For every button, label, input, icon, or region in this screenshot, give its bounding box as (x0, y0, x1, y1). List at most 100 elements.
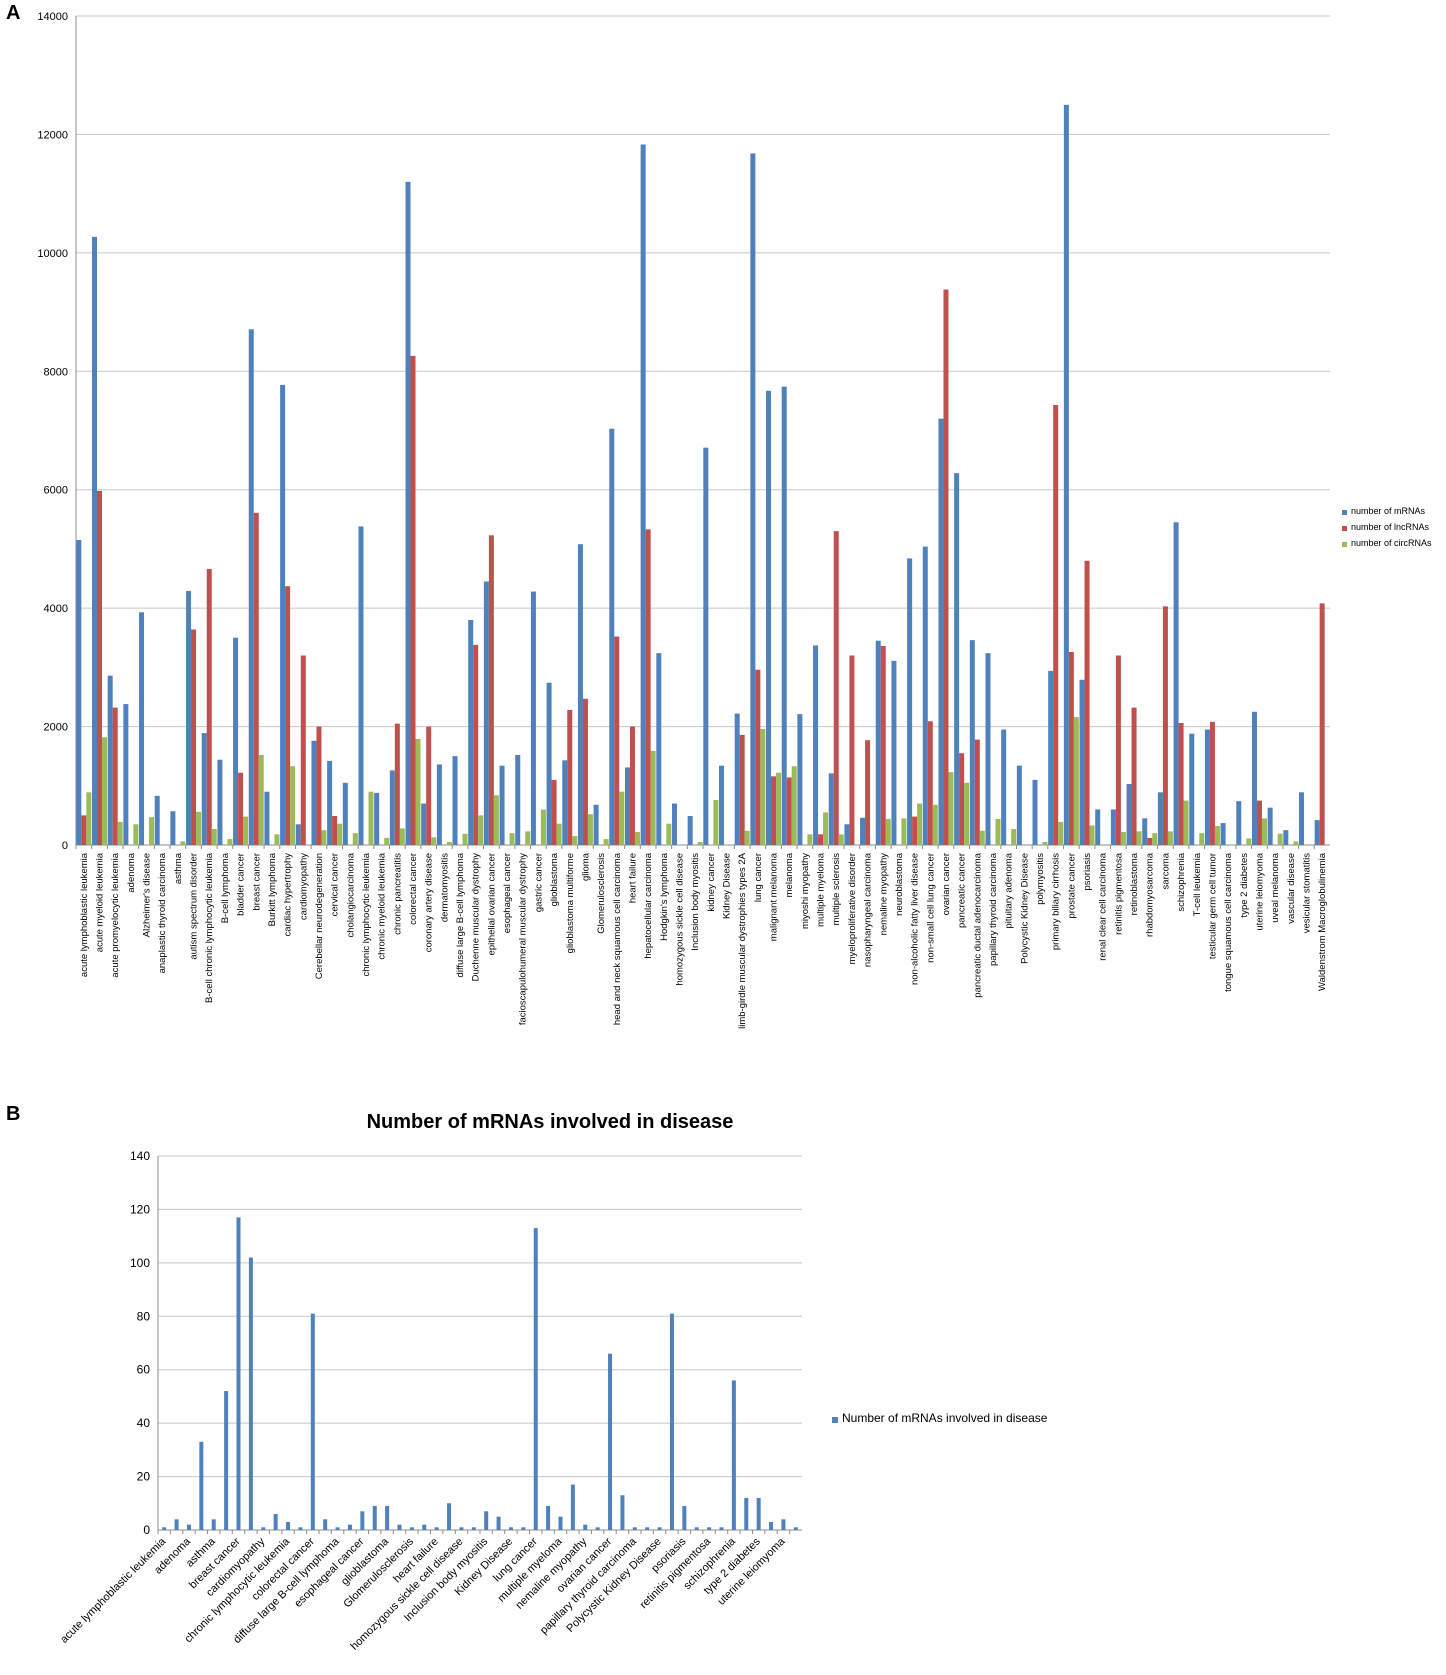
bar-lncrna (1256, 800, 1262, 845)
bar-mrna (595, 1527, 600, 1530)
bar-mrna (694, 1527, 699, 1530)
bar-mrna (766, 390, 772, 845)
bar-mrna (405, 181, 411, 846)
bar-mrna (558, 1516, 563, 1530)
bar-mrna (1204, 729, 1210, 845)
bar-mrna (217, 759, 223, 845)
bar-mrna (577, 544, 583, 845)
category-label: acute lymphoblastic leukemia (58, 1535, 169, 1646)
bar-mrna (248, 329, 254, 846)
bar-lncrna (97, 490, 103, 845)
bar-circrna (556, 823, 562, 845)
category-label: Kidney Disease (722, 853, 733, 919)
bar-lncrna (1209, 721, 1215, 845)
category-label: pituitary adenoma (1004, 852, 1015, 928)
bar-lncrna (912, 816, 918, 845)
bar-mrna (624, 767, 630, 845)
bar-circrna (572, 836, 578, 845)
bar-lncrna (614, 636, 620, 845)
bar-circrna (823, 812, 829, 845)
bar-circrna (776, 772, 782, 845)
bar-mrna (985, 653, 991, 845)
bar-circrna (243, 816, 249, 845)
bar-mrna (632, 1527, 637, 1530)
bar-lncrna (238, 772, 244, 845)
bar-mrna (389, 770, 395, 845)
bar-circrna (744, 830, 750, 845)
legend-swatch (1342, 510, 1347, 515)
bar-lncrna (112, 707, 118, 845)
bar-mrna (1173, 522, 1179, 845)
bar-mrna (264, 791, 270, 845)
bar-mrna (295, 824, 301, 845)
category-label: adenoma (126, 852, 137, 892)
category-label: B-cell chronic lymphocytic leukemia (204, 852, 215, 1003)
bar-mrna (744, 1497, 749, 1530)
bar-mrna (123, 704, 129, 845)
bar-lncrna (849, 655, 855, 845)
bar-circrna (1073, 717, 1079, 845)
category-label: tongue squamous cell carcinoma (1223, 852, 1234, 992)
y-tick-label: 6000 (44, 485, 68, 497)
bar-lncrna (1162, 606, 1168, 845)
bar-lncrna (1147, 837, 1153, 845)
bar-mrna (107, 675, 113, 845)
bar-mrna (756, 1497, 761, 1530)
bar-circrna (964, 782, 970, 845)
bar-lncrna (880, 646, 886, 845)
bar-circrna (384, 837, 390, 845)
bar-mrna (860, 817, 866, 845)
bar-circrna (619, 791, 625, 845)
category-label: papillary thyroid carcinoma (988, 852, 999, 966)
category-label: anaplastic thyroid carcinoma (157, 852, 168, 973)
bar-mrna (1126, 784, 1132, 845)
y-tick-label: 60 (137, 1363, 151, 1377)
category-label: malignant melanoma (769, 852, 780, 941)
bar-mrna (280, 384, 286, 845)
bar-circrna (509, 833, 515, 845)
chart-a-svg: 0 2000 4000 6000 8000 10000 12000 14000 acute ly… (37, 11, 1432, 1029)
bar-mrna (273, 1513, 278, 1530)
category-label: kidney cancer (706, 853, 717, 912)
bar-lncrna (473, 644, 479, 845)
bar-circrna (1199, 833, 1205, 845)
bar-lncrna (771, 776, 777, 845)
category-label: Waldenstrom Macroglobulinemia (1317, 852, 1328, 991)
category-label: asthma (173, 852, 184, 884)
bar-circrna (446, 842, 452, 845)
bar-mrna (397, 1524, 402, 1530)
bar-mrna (311, 740, 317, 845)
category-label: diffuse large B-cell lymphoma (455, 852, 466, 977)
panel-label-b: B (6, 1103, 21, 1125)
bar-lncrna (81, 815, 87, 845)
bar-mrna (186, 590, 192, 845)
bar-mrna (236, 1217, 241, 1530)
y-tick-label: 8000 (44, 366, 68, 378)
category-label: Glomerulosclerosis (596, 853, 607, 934)
legend-swatch (832, 1417, 838, 1423)
bar-lncrna (959, 753, 965, 845)
bar-mrna (583, 1524, 588, 1530)
category-label: Inclusion body myositis (690, 853, 701, 951)
bar-mrna (298, 1527, 303, 1530)
bar-mrna (682, 1505, 687, 1530)
category-label: T-cell leukemia (1192, 852, 1203, 916)
category-label: glioblastoma multiforme (565, 853, 576, 953)
bar-mrna (969, 640, 975, 845)
bar-mrna (248, 1257, 253, 1530)
bar-lncrna (1115, 655, 1121, 845)
bar-mrna (436, 764, 442, 845)
bar-circrna (540, 809, 546, 845)
category-label: rhabdomyosarcoma (1145, 852, 1156, 937)
bar-circrna (478, 815, 484, 845)
category-label: colorectal cancer (408, 853, 419, 925)
bar-mrna (360, 1511, 365, 1530)
bar-lncrna (739, 734, 745, 845)
bar-circrna (352, 833, 358, 845)
bar-lncrna (410, 355, 416, 845)
category-label: polymyositis (1035, 853, 1046, 905)
category-label: coronary artery disease (424, 853, 435, 952)
bar-mrna (139, 612, 145, 845)
bar-lncrna (582, 698, 588, 845)
bar-mrna (421, 803, 427, 845)
